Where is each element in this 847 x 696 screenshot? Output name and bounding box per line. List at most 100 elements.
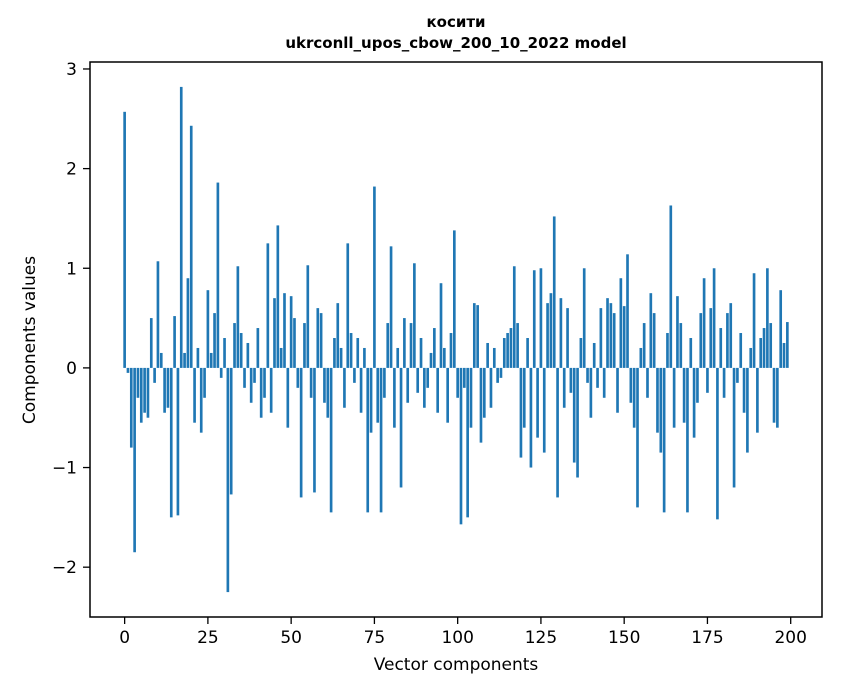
bar — [356, 338, 360, 368]
bar — [409, 323, 413, 368]
bar — [389, 246, 393, 368]
bar — [612, 313, 616, 368]
bar — [576, 367, 579, 478]
bar — [299, 367, 303, 498]
bar — [566, 308, 569, 368]
bar — [739, 333, 743, 368]
bar — [549, 293, 553, 368]
bar — [782, 342, 786, 368]
bar — [599, 308, 603, 368]
x-tick-label: 100 — [441, 628, 473, 648]
bar — [229, 367, 233, 495]
bar — [656, 367, 659, 433]
bar — [649, 293, 653, 368]
bar — [346, 243, 350, 368]
bar — [266, 243, 270, 368]
bar — [716, 367, 719, 520]
axes-spines — [89, 61, 823, 618]
bar — [136, 367, 140, 398]
bar — [336, 303, 340, 368]
bar — [579, 338, 583, 368]
bar — [582, 268, 586, 368]
bar — [499, 367, 503, 378]
bar — [159, 352, 163, 368]
bar — [426, 367, 430, 388]
bar — [719, 328, 723, 368]
bar — [373, 186, 376, 368]
bar — [589, 367, 593, 418]
bar — [363, 347, 366, 368]
bar — [219, 367, 223, 378]
bar — [269, 367, 273, 413]
bar — [619, 278, 623, 368]
bar — [729, 303, 733, 368]
bar — [746, 367, 749, 453]
bar — [286, 367, 290, 428]
bar — [762, 328, 766, 368]
bar — [343, 367, 346, 408]
bar — [123, 111, 126, 368]
bar — [642, 323, 646, 368]
bar — [526, 338, 529, 368]
bar — [303, 323, 306, 368]
bar — [246, 342, 250, 368]
bar — [153, 367, 156, 383]
bar — [396, 347, 400, 368]
bar — [766, 268, 769, 368]
bar — [276, 225, 280, 368]
bar — [636, 367, 639, 508]
bar — [736, 367, 739, 383]
bar — [133, 367, 136, 553]
bar — [779, 290, 783, 368]
bar — [436, 367, 440, 413]
bar — [479, 367, 483, 443]
bar — [253, 367, 256, 383]
bar — [223, 338, 226, 368]
bar — [742, 367, 746, 413]
bar — [126, 367, 130, 373]
x-tick-label: 200 — [774, 628, 806, 648]
bar — [206, 290, 210, 368]
bar — [403, 318, 406, 368]
bar — [486, 342, 489, 368]
bar — [696, 367, 699, 403]
x-tick-label: 75 — [364, 628, 386, 648]
bar — [472, 303, 476, 368]
bar — [689, 338, 693, 368]
y-tick-label: −1 — [52, 459, 77, 479]
bar — [183, 352, 186, 368]
tick-labels: 0 25 50 75 100 125 150 175 200 −2 −1 0 1 2 3 — [52, 60, 807, 648]
bar — [669, 205, 673, 368]
bar — [319, 313, 323, 368]
y-tick-label: 2 — [66, 160, 77, 180]
bar — [662, 367, 666, 513]
bar — [239, 333, 243, 368]
bar — [532, 270, 536, 368]
bar — [722, 367, 726, 398]
bar — [446, 367, 449, 423]
bar — [506, 333, 509, 368]
bar — [559, 298, 563, 368]
bar — [459, 367, 463, 525]
x-tick-label: 175 — [691, 628, 723, 648]
bar — [752, 273, 756, 368]
bar — [329, 367, 333, 513]
bar — [646, 367, 649, 398]
bar — [339, 347, 343, 368]
bar — [419, 338, 423, 368]
bar — [129, 367, 133, 448]
bar — [416, 367, 420, 393]
bar — [399, 367, 403, 488]
bar — [712, 268, 716, 368]
bar — [626, 254, 629, 368]
bar — [376, 367, 380, 423]
bar — [326, 367, 330, 418]
tick-marks — [83, 68, 792, 624]
bar — [423, 367, 426, 408]
bar — [462, 367, 466, 388]
bar — [453, 230, 456, 368]
bar — [502, 338, 506, 368]
bar — [349, 333, 353, 368]
bar — [353, 367, 356, 383]
